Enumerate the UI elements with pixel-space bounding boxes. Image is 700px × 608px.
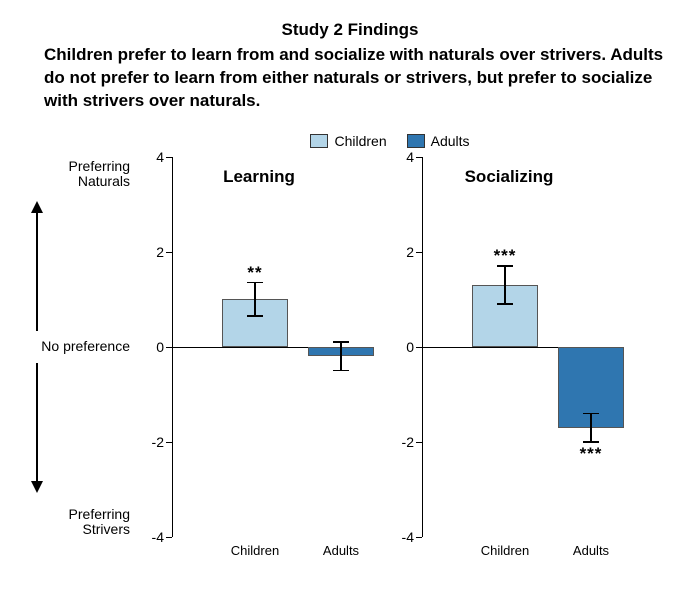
y-tick [166, 537, 172, 538]
legend-item-children: Children [310, 133, 386, 149]
y-tick-label: -4 [152, 529, 164, 545]
legend-swatch-children [310, 134, 328, 148]
y-tick [416, 157, 422, 158]
x-category-label: Children [481, 543, 529, 558]
error-cap [583, 441, 599, 443]
error-cap [497, 303, 513, 305]
yaxis-top-label: Preferring Naturals [69, 159, 130, 190]
arrow-down-icon [30, 363, 44, 493]
error-bar [254, 283, 256, 316]
error-cap [583, 413, 599, 415]
yaxis-zero-label: No preference [41, 339, 130, 354]
y-tick-label: -4 [402, 529, 414, 545]
study-subtitle: Children prefer to learn from and social… [44, 44, 670, 113]
y-tick-label: 0 [156, 339, 164, 355]
significance-marker: ** [247, 263, 262, 283]
arrow-up-icon [30, 201, 44, 331]
legend: Children Adults [90, 133, 690, 149]
error-bar [590, 413, 592, 442]
error-cap [333, 341, 349, 343]
y-tick [416, 537, 422, 538]
y-tick [416, 442, 422, 443]
chart-panel: Socializing-4-2024***Children***Adults [394, 157, 624, 567]
panels-container: Learning-4-2024**ChildrenAdultsSocializi… [144, 157, 624, 567]
legend-swatch-adults [407, 134, 425, 148]
y-tick-label: 4 [156, 149, 164, 165]
y-tick [166, 252, 172, 253]
y-tick [166, 442, 172, 443]
panel-title: Socializing [394, 167, 624, 187]
x-category-label: Adults [573, 543, 609, 558]
error-cap [247, 315, 263, 317]
error-bar [504, 266, 506, 304]
y-tick-label: 0 [406, 339, 414, 355]
error-bar [340, 342, 342, 371]
y-tick-label: 2 [156, 244, 164, 260]
legend-label-adults: Adults [431, 133, 470, 149]
y-tick [166, 157, 172, 158]
significance-marker: *** [580, 444, 603, 464]
y-tick-label: -2 [402, 434, 414, 450]
chart-panel: Learning-4-2024**ChildrenAdults [144, 157, 374, 567]
y-tick-label: -2 [152, 434, 164, 450]
yaxis-annotations: Preferring Naturals No preference Prefer… [20, 157, 130, 567]
yaxis-bottom-label: Preferring Strivers [69, 507, 130, 538]
error-cap [333, 370, 349, 372]
y-tick-label: 2 [406, 244, 414, 260]
figure: Preferring Naturals No preference Prefer… [20, 157, 690, 567]
significance-marker: *** [494, 246, 517, 266]
x-category-label: Adults [323, 543, 359, 558]
y-tick [416, 252, 422, 253]
x-category-label: Children [231, 543, 279, 558]
legend-item-adults: Adults [407, 133, 470, 149]
y-tick-label: 4 [406, 149, 414, 165]
panel-title: Learning [144, 167, 374, 187]
legend-label-children: Children [334, 133, 386, 149]
study-title: Study 2 Findings [10, 20, 690, 40]
